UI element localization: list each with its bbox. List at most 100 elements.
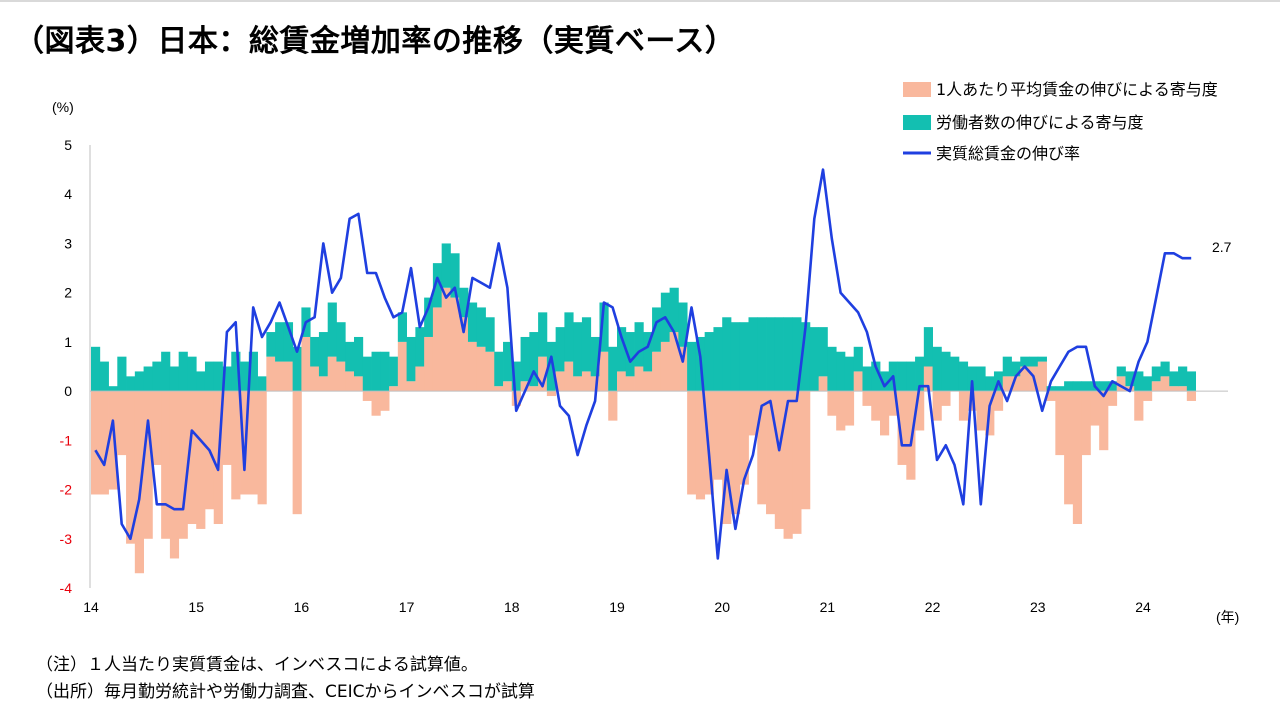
bar-workers-contribution	[739, 322, 749, 392]
bar-workers-contribution	[134, 371, 144, 392]
bar-workers-contribution	[713, 327, 723, 392]
bar-workers-contribution	[204, 361, 215, 392]
x-tick-label: 19	[609, 599, 625, 615]
bar-workers-contribution	[231, 351, 241, 392]
bar-wage-contribution	[389, 386, 399, 392]
bar-workers-contribution	[704, 332, 714, 392]
bar-workers-contribution	[415, 327, 425, 367]
bar-wage-contribution	[318, 376, 329, 392]
bar-wage-contribution	[783, 391, 793, 539]
bar-wage-contribution	[222, 391, 232, 465]
bar-wage-contribution	[652, 351, 662, 392]
y-tick-label: -3	[60, 531, 73, 547]
bar-workers-contribution	[371, 351, 381, 392]
bar-workers-contribution	[608, 346, 618, 392]
bar-wage-contribution	[1116, 376, 1126, 392]
bar-workers-contribution	[345, 341, 355, 372]
bar-wage-contribution	[774, 391, 784, 529]
note-line: （出所）毎月勤労統計や労働力調査、CEICからインベスコが試算	[36, 682, 535, 702]
bar-workers-contribution	[441, 243, 451, 288]
bar-wage-contribution	[608, 391, 618, 421]
bar-wage-contribution	[801, 391, 811, 510]
legend: 1人あたり平均賃金の伸びによる寄与度 労働者数の伸びによる寄与度 実質総賃金の伸…	[903, 80, 1218, 163]
bar-workers-contribution	[1037, 356, 1047, 362]
bar-workers-contribution	[1116, 366, 1126, 377]
bar-wage-contribution	[573, 376, 583, 392]
bar-workers-contribution	[555, 327, 565, 372]
bar-workers-contribution	[432, 263, 443, 308]
bar-workers-contribution	[1134, 371, 1144, 392]
x-axis-label: (年)	[1216, 609, 1239, 625]
x-tick-label: 20	[714, 599, 730, 615]
bar-workers-contribution	[362, 356, 372, 392]
bar-wage-contribution	[599, 351, 609, 392]
bar-wage-contribution	[494, 386, 504, 392]
bar-wage-contribution	[196, 391, 206, 529]
bar-workers-contribution	[354, 336, 364, 377]
bar-wage-contribution	[336, 361, 346, 392]
bar-workers-contribution	[590, 336, 600, 377]
bar-workers-contribution	[1107, 381, 1118, 392]
bar-wage-contribution	[836, 391, 846, 431]
bar-workers-contribution	[599, 302, 609, 352]
bar-workers-contribution	[985, 376, 995, 392]
bar-workers-contribution	[687, 341, 697, 392]
legend-label-workers: 労働者数の伸びによる寄与度	[936, 113, 1144, 132]
bar-wage-contribution	[792, 391, 802, 534]
bar-wage-contribution	[275, 361, 285, 392]
bar-workers-contribution	[108, 386, 118, 392]
bar-wage-contribution	[941, 391, 951, 406]
bar-workers-contribution	[915, 356, 925, 392]
bar-wage-contribution	[625, 376, 635, 392]
bar-wage-contribution	[345, 371, 355, 392]
x-tick-label: 15	[188, 599, 204, 615]
bar-wage-contribution	[134, 391, 144, 574]
bar-workers-contribution	[844, 356, 855, 392]
note-line: （注）１人当たり実質賃金は、インベスコによる試算値。	[36, 655, 478, 675]
bar-workers-contribution	[248, 351, 258, 392]
bar-workers-contribution	[406, 336, 416, 382]
bar-wage-contribution	[143, 391, 153, 539]
bar-workers-contribution	[275, 322, 285, 362]
x-tick-label: 14	[83, 599, 99, 615]
bar-workers-contribution	[581, 317, 592, 372]
bar-wage-contribution	[1081, 391, 1091, 456]
bar-wage-contribution	[687, 391, 697, 495]
legend-swatch-workers	[903, 115, 931, 130]
bar-wage-contribution	[257, 391, 267, 505]
bar-workers-contribution	[774, 317, 784, 392]
y-tick-label: -1	[60, 432, 73, 448]
bar-wage-contribution	[1037, 361, 1047, 392]
bar-workers-contribution	[380, 351, 390, 392]
bar-wage-contribution	[1160, 376, 1170, 392]
bar-workers-contribution	[862, 366, 872, 392]
bar-wage-contribution	[546, 391, 557, 397]
bar-workers-contribution	[880, 371, 890, 392]
bar-wage-contribution	[748, 391, 758, 436]
bar-wage-contribution	[958, 391, 969, 421]
page-title: （図表3）日本：総賃金増加率の推移（実質ベース）	[14, 24, 736, 59]
bar-wage-contribution	[722, 391, 732, 525]
bar-workers-contribution	[958, 361, 969, 392]
bar-workers-contribution	[950, 356, 960, 392]
bar-wage-contribution	[117, 391, 127, 456]
bar-workers-contribution	[292, 346, 302, 392]
bar-workers-contribution	[520, 336, 530, 382]
bar-wage-contribution	[1143, 391, 1153, 401]
bar-workers-contribution	[757, 317, 767, 392]
bar-wage-contribution	[590, 376, 600, 392]
bar-workers-contribution	[266, 332, 276, 357]
y-tick-label: 5	[64, 137, 72, 153]
bar-wage-contribution	[371, 391, 381, 416]
bar-wage-contribution	[581, 371, 592, 392]
bar-wage-contribution	[1134, 391, 1144, 421]
bar-workers-contribution	[617, 327, 627, 372]
bar-workers-contribution	[1125, 371, 1135, 387]
y-tick-label: 0	[64, 383, 72, 399]
bar-workers-contribution	[397, 312, 407, 342]
bar-workers-contribution	[1186, 371, 1196, 392]
bar-workers-contribution	[976, 366, 986, 392]
bar-wage-contribution	[555, 371, 565, 392]
y-tick-label: 3	[64, 235, 72, 251]
